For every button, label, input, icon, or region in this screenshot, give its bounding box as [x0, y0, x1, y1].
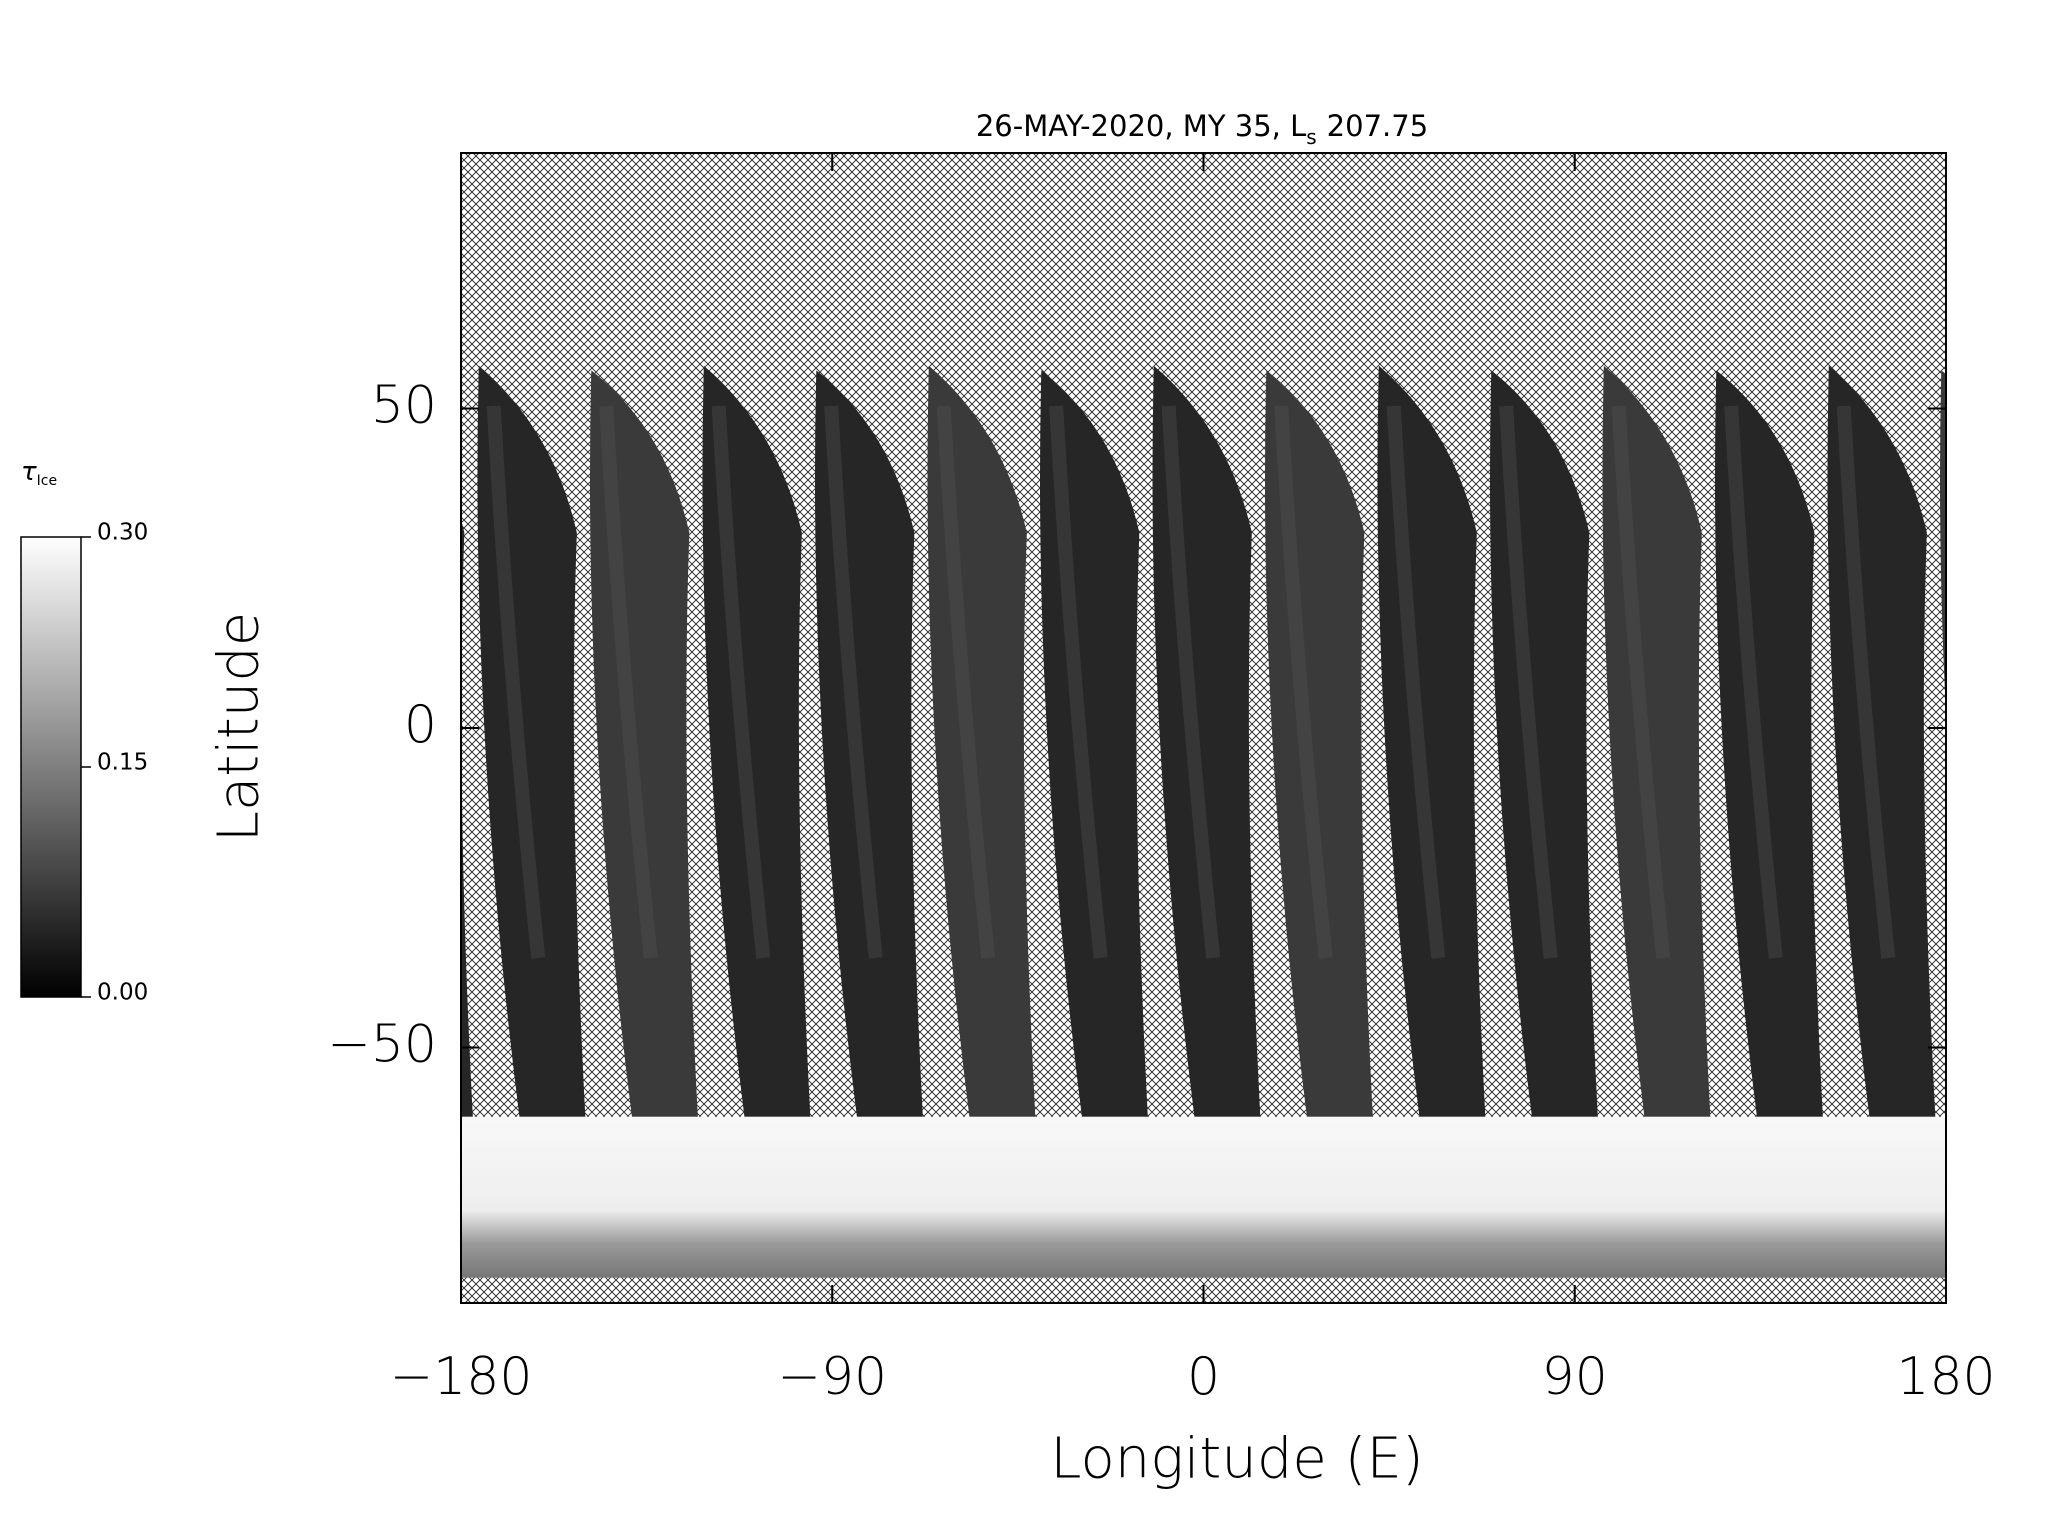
swath: [1714, 370, 1824, 1125]
swath: [1827, 365, 1936, 1125]
colorbar-symbol: τ: [21, 457, 37, 487]
swath: [1264, 370, 1374, 1125]
swath-haze: [1836, 405, 1896, 959]
swath-haze: [1274, 405, 1333, 959]
swath-haze: [1386, 405, 1446, 959]
colorbar-tick-label: 0.30: [97, 520, 148, 546]
colorbar-subscript: Ice: [37, 473, 57, 489]
swath-haze: [936, 405, 996, 959]
swath-haze: [1611, 405, 1671, 959]
colorbar-tick-label: 0.15: [97, 750, 148, 776]
title-main: 26-MAY-2020, MY 35, L: [976, 109, 1306, 143]
swath: [1039, 370, 1149, 1125]
y-tick-label: 0: [404, 695, 437, 755]
swath: [477, 365, 586, 1125]
x-tick-label: 0: [1187, 1347, 1220, 1407]
swath: [1377, 365, 1486, 1125]
map-image: [381, 153, 2001, 1303]
swath-haze: [1724, 405, 1783, 959]
x-axis-title: Longitude (E): [1050, 1426, 1423, 1491]
swath: [1939, 370, 1946, 714]
y-tick-label: −50: [327, 1014, 437, 1074]
x-tick-label: −180: [390, 1347, 533, 1407]
polar-hood: [461, 1116, 1946, 1286]
colorbar: [20, 536, 82, 998]
swath: [702, 365, 811, 1125]
swath-haze: [1499, 405, 1558, 959]
chart-title: 26-MAY-2020, MY 35, Ls 207.75: [976, 109, 1428, 149]
y-tick-label: 50: [371, 376, 437, 436]
swath: [1489, 370, 1599, 1125]
swath-haze: [381, 406, 426, 958]
swath: [589, 370, 699, 1125]
swath-haze: [711, 405, 771, 959]
swath-haze: [1049, 405, 1108, 959]
swath-haze: [599, 405, 658, 959]
x-tick-label: 180: [1896, 1347, 1995, 1407]
colorbar-tick-label: 0.00: [97, 980, 148, 1006]
swath-haze: [486, 405, 546, 959]
swath-haze: [824, 405, 883, 959]
swath-haze: [1161, 405, 1221, 959]
y-axis-title: Latitude: [206, 612, 271, 842]
swath: [1602, 365, 1711, 1125]
swath: [927, 365, 1036, 1125]
x-tick-label: −90: [777, 1347, 887, 1407]
title-suffix: 207.75: [1327, 109, 1428, 143]
swath: [461, 519, 474, 1125]
colorbar-title: τIce: [21, 457, 57, 490]
swath: [1152, 365, 1261, 1125]
swath: [814, 370, 924, 1125]
title-subscript: s: [1306, 125, 1316, 149]
swath-haze: [1956, 406, 2001, 958]
x-tick-label: 90: [1542, 1347, 1608, 1407]
